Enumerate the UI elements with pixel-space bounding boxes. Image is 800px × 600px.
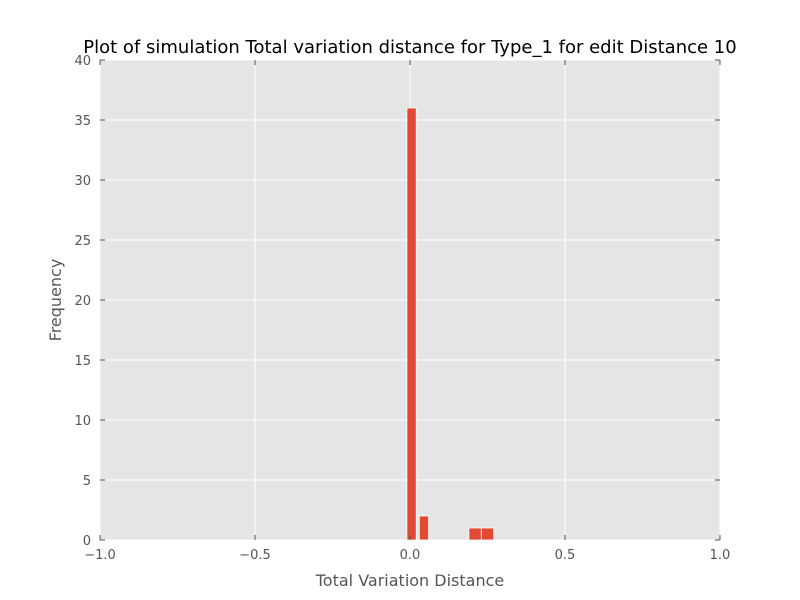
histogram-bar — [480, 527, 495, 541]
y-tick-label: 15 — [74, 354, 91, 369]
x-tick-label: −1.0 — [84, 548, 116, 563]
x-tick-label: 1.0 — [710, 548, 731, 563]
y-tick-labels: 0 5 10 15 20 25 30 35 40 — [74, 54, 91, 549]
y-tick-label: 30 — [74, 174, 91, 189]
x-tick-label: 0.5 — [555, 548, 576, 563]
y-tick-label: 40 — [74, 54, 91, 69]
x-tick-label: −0.5 — [239, 548, 271, 563]
chart-title: Plot of simulation Total variation dista… — [83, 37, 736, 58]
y-tick-label: 5 — [83, 474, 91, 489]
y-tick-label: 25 — [74, 234, 91, 249]
x-axis-label: Total Variation Distance — [315, 571, 504, 590]
bars-group — [406, 107, 495, 541]
x-tick-labels: −1.0 −0.5 0.0 0.5 1.0 — [84, 548, 730, 563]
y-tick-label: 10 — [74, 414, 91, 429]
x-tick-label: 0.0 — [400, 548, 421, 563]
y-tick-label: 35 — [74, 114, 91, 129]
y-tick-label: 20 — [74, 294, 91, 309]
tick-marks — [99, 59, 721, 541]
y-tick-label: 0 — [83, 534, 91, 549]
y-axis-label: Frequency — [46, 259, 65, 342]
histogram-bar — [418, 515, 429, 541]
histogram-bar — [406, 107, 417, 541]
histogram-bar — [468, 527, 482, 541]
